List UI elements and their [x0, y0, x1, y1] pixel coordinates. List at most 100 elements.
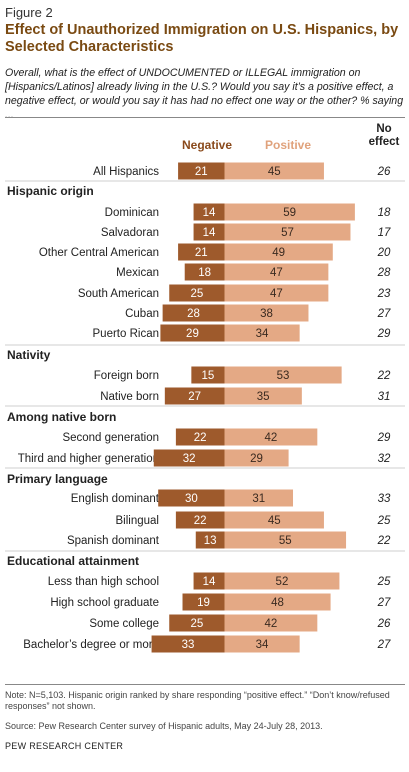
category-label: Second generation: [62, 432, 159, 444]
positive-value-label: 47: [270, 288, 283, 300]
header-no-effect: No effect: [368, 123, 400, 148]
positive-bar: [224, 489, 294, 507]
negative-value-label: 13: [204, 535, 217, 547]
positive-bar: [224, 203, 355, 221]
survey-question: Overall, what is the effect of UNDOCUMEN…: [5, 67, 404, 121]
category-label: Puerto Rican: [93, 328, 159, 340]
negative-bar: [193, 223, 225, 241]
group-heading: Nativity: [7, 348, 51, 362]
header-rule: [5, 117, 405, 118]
no-effect-value-label: 17: [378, 227, 391, 239]
negative-bar: [160, 324, 225, 342]
positive-bar: [224, 449, 289, 467]
positive-bar: [224, 428, 318, 446]
category-label: High school graduate: [50, 597, 159, 609]
category-label: Cuban: [125, 308, 159, 320]
category-label: Other Central American: [39, 247, 159, 259]
positive-bar: [224, 223, 351, 241]
negative-value-label: 15: [202, 370, 215, 382]
no-effect-value-label: 25: [377, 576, 391, 588]
category-label: Third and higher generation: [18, 453, 159, 465]
header-positive: Positive: [265, 138, 312, 152]
publisher-footer: PEW RESEARCH CENTER: [5, 741, 124, 751]
negative-value-label: 29: [186, 328, 199, 340]
chart-source: Source: Pew Research Center survey of Hi…: [5, 721, 323, 731]
positive-bar: [224, 284, 329, 302]
positive-bar: [224, 304, 309, 322]
negative-value-label: 32: [183, 453, 196, 465]
negative-bar: [195, 531, 225, 549]
positive-value-label: 49: [272, 247, 285, 259]
no-effect-value-label: 25: [377, 515, 391, 527]
no-effect-value-label: 31: [378, 391, 391, 403]
header-negative: Negative: [182, 138, 233, 152]
positive-bar: [224, 531, 347, 549]
group-heading: Hispanic origin: [7, 184, 94, 198]
negative-bar: [175, 428, 225, 446]
no-effect-value-label: 29: [377, 328, 391, 340]
category-label: Mexican: [116, 267, 159, 279]
negative-bar: [178, 162, 225, 180]
no-effect-value-label: 26: [377, 618, 391, 630]
no-effect-value-label: 32: [378, 453, 391, 465]
category-label: Bachelor’s degree or more: [23, 639, 159, 651]
negative-bar: [153, 449, 225, 467]
category-label: South American: [78, 288, 159, 300]
negative-value-label: 33: [182, 639, 195, 651]
negative-value-label: 14: [203, 576, 216, 588]
negative-value-label: 21: [195, 247, 208, 259]
chart-title: Effect of Unauthorized Immigration on U.…: [5, 22, 399, 55]
no-effect-value-label: 18: [378, 207, 391, 219]
negative-value-label: 25: [190, 288, 203, 300]
negative-value-label: 25: [190, 618, 203, 630]
no-effect-value-label: 33: [378, 493, 391, 505]
negative-value-label: 21: [195, 166, 208, 178]
negative-bar: [193, 203, 225, 221]
positive-value-label: 45: [268, 515, 281, 527]
category-label: English dominant: [71, 493, 160, 505]
category-label: Less than high school: [48, 576, 159, 588]
positive-value-label: 35: [257, 391, 270, 403]
positive-value-label: 34: [256, 328, 269, 340]
category-label: Foreign born: [94, 370, 159, 382]
negative-value-label: 18: [198, 267, 211, 279]
positive-value-label: 38: [260, 308, 273, 320]
negative-bar: [184, 263, 225, 281]
no-effect-value-label: 27: [377, 597, 391, 609]
positive-value-label: 59: [283, 207, 296, 219]
negative-value-label: 14: [203, 207, 216, 219]
category-label: Dominican: [105, 207, 159, 219]
no-effect-value-label: 28: [377, 267, 391, 279]
negative-bar: [162, 304, 225, 322]
negative-value-label: 22: [194, 432, 207, 444]
category-label: Salvadoran: [101, 227, 159, 239]
category-label: Native born: [100, 391, 159, 403]
positive-value-label: 45: [268, 166, 281, 178]
positive-value-label: 55: [279, 535, 292, 547]
positive-value-label: 57: [281, 227, 294, 239]
negative-bar: [151, 635, 225, 653]
negative-value-label: 14: [203, 227, 216, 239]
negative-bar: [164, 387, 225, 405]
positive-value-label: 52: [276, 576, 289, 588]
positive-value-label: 47: [270, 267, 283, 279]
negative-bar: [182, 593, 225, 611]
negative-bar: [178, 243, 225, 261]
no-effect-value-label: 29: [377, 432, 391, 444]
positive-value-label: 31: [252, 493, 265, 505]
negative-bar: [158, 489, 225, 507]
positive-value-label: 34: [256, 639, 269, 651]
footer-rule: [5, 684, 405, 685]
no-effect-value-label: 23: [377, 288, 391, 300]
no-effect-value-label: 22: [377, 535, 391, 547]
positive-bar: [224, 366, 342, 384]
category-label: Spanish dominant: [67, 535, 160, 547]
category-label: All Hispanics: [93, 166, 159, 178]
positive-bar: [224, 593, 331, 611]
negative-bar: [175, 511, 225, 529]
positive-bar: [224, 572, 340, 590]
negative-value-label: 30: [185, 493, 198, 505]
category-label: Bilingual: [116, 515, 159, 527]
positive-bar: [224, 243, 333, 261]
